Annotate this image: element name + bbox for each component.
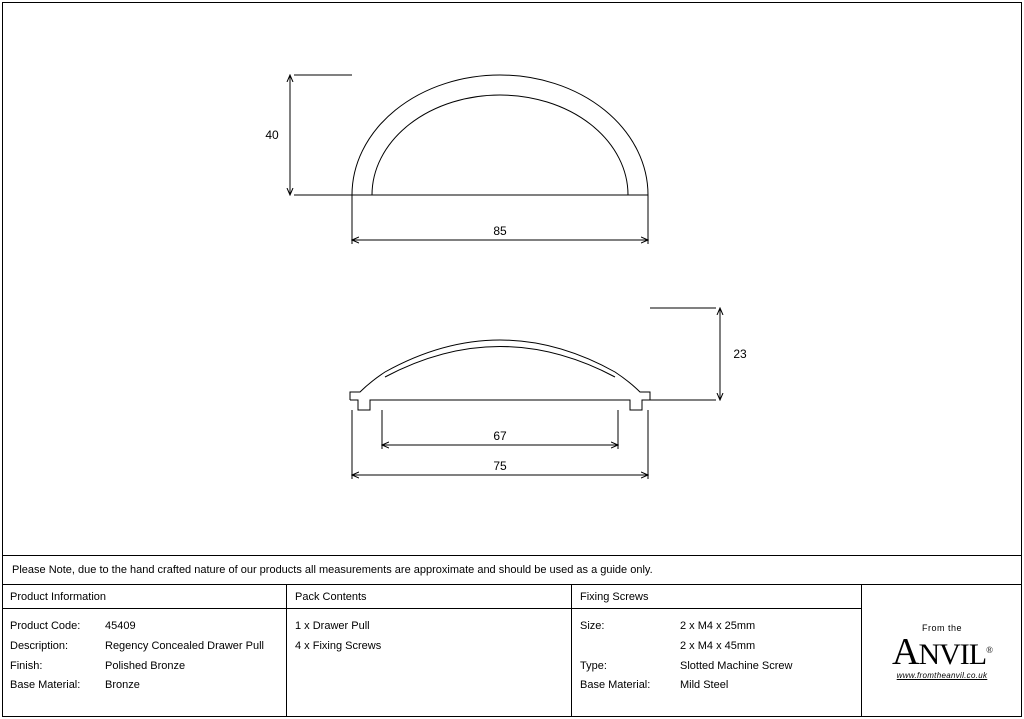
fixing-val: Slotted Machine Screw: [680, 657, 793, 677]
info-val: 45409: [105, 617, 136, 637]
fixing-row-item: 2 x M4 x 45mm: [580, 637, 853, 657]
fixing-row-item: Size:2 x M4 x 25mm: [580, 617, 853, 637]
pack-item: 4 x Fixing Screws: [295, 637, 563, 657]
logo-column: From the ANVIL® www.fromtheanvil.co.uk: [862, 585, 1022, 717]
side-view: [350, 340, 650, 410]
product-info-column: Product Information Product Code:45409De…: [2, 585, 287, 717]
svg-text:75: 75: [493, 459, 507, 473]
fixing-val: 2 x M4 x 25mm: [680, 617, 755, 637]
fixing-screws-column: Fixing Screws Size:2 x M4 x 25mm2 x M4 x…: [572, 585, 862, 717]
fixing-key: Size:: [580, 617, 680, 637]
svg-text:23: 23: [733, 347, 747, 361]
logo-rest: NVIL: [918, 638, 986, 671]
fixing-screws-header: Fixing Screws: [572, 585, 861, 609]
note-row: Please Note, due to the hand crafted nat…: [2, 555, 1022, 585]
fixing-val: 2 x M4 x 45mm: [680, 637, 755, 657]
fixing-row-item: Base Material:Mild Steel: [580, 676, 853, 696]
drawing-svg: 85 40 23 67 75: [0, 0, 1024, 555]
fixing-screws-body: Size:2 x M4 x 25mm2 x M4 x 45mmType:Slot…: [572, 609, 861, 717]
pack-contents-body: 1 x Drawer Pull4 x Fixing Screws: [287, 609, 571, 717]
fixing-key: Base Material:: [580, 676, 680, 696]
info-row-item: Base Material:Bronze: [10, 676, 278, 696]
fixing-row-item: Type:Slotted Machine Screw: [580, 657, 853, 677]
pack-item: 1 x Drawer Pull: [295, 617, 563, 637]
fixing-key: [580, 637, 680, 657]
logo-top-text: From the: [922, 623, 962, 633]
info-key: Finish:: [10, 657, 105, 677]
info-key: Product Code:: [10, 617, 105, 637]
info-val: Bronze: [105, 676, 140, 696]
info-key: Base Material:: [10, 676, 105, 696]
info-val: Polished Bronze: [105, 657, 185, 677]
logo-letter-a: A: [892, 631, 918, 673]
pack-contents-header: Pack Contents: [287, 585, 571, 609]
svg-text:67: 67: [493, 429, 507, 443]
logo-reg: ®: [986, 645, 992, 655]
dimensions: [290, 75, 720, 479]
top-view: [352, 75, 648, 195]
product-info-header: Product Information: [2, 585, 286, 609]
logo-main: ANVIL®: [892, 633, 992, 671]
info-val: Regency Concealed Drawer Pull: [105, 637, 264, 657]
fixing-val: Mild Steel: [680, 676, 728, 696]
pack-contents-column: Pack Contents 1 x Drawer Pull4 x Fixing …: [287, 585, 572, 717]
fixing-key: Type:: [580, 657, 680, 677]
dimension-labels: 85 40 23 67 75: [265, 128, 747, 473]
svg-text:40: 40: [265, 128, 279, 142]
info-row-item: Finish:Polished Bronze: [10, 657, 278, 677]
info-row-item: Description:Regency Concealed Drawer Pul…: [10, 637, 278, 657]
technical-drawing: 85 40 23 67 75: [0, 0, 1024, 555]
product-info-body: Product Code:45409Description:Regency Co…: [2, 609, 286, 717]
info-key: Description:: [10, 637, 105, 657]
svg-text:85: 85: [493, 224, 507, 238]
info-row-item: Product Code:45409: [10, 617, 278, 637]
note-text: Please Note, due to the hand crafted nat…: [12, 564, 653, 576]
info-row: Product Information Product Code:45409De…: [2, 585, 1022, 717]
logo-url: www.fromtheanvil.co.uk: [897, 671, 988, 680]
